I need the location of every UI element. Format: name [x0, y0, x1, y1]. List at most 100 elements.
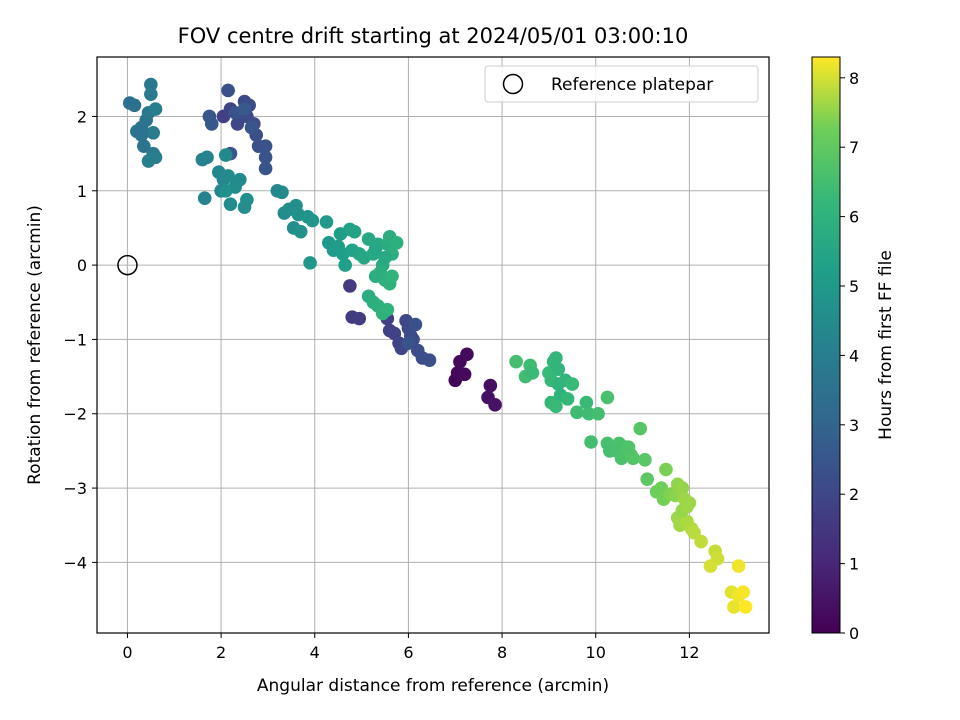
- data-point: [303, 256, 317, 270]
- y-tick-label: 0: [77, 256, 87, 275]
- data-point: [347, 224, 362, 239]
- y-tick-label: −4: [63, 553, 87, 572]
- data-point: [275, 185, 289, 200]
- data-point: [127, 98, 142, 113]
- data-point: [659, 462, 673, 477]
- data-point: [237, 102, 252, 116]
- data-point: [221, 169, 235, 183]
- y-axis-ticks: 2 1 0 −1 −2 −3 −4: [63, 107, 97, 572]
- data-point: [509, 354, 523, 369]
- legend-box: [484, 65, 759, 103]
- x-tick-label: 12: [679, 643, 699, 662]
- data-point: [146, 126, 160, 140]
- x-tick-label: 8: [497, 643, 507, 662]
- colorbar-tick-label: 4: [849, 346, 859, 365]
- data-point: [401, 336, 416, 350]
- data-point: [488, 398, 502, 412]
- data-point: [549, 399, 563, 414]
- data-point: [736, 585, 751, 599]
- data-point: [148, 102, 163, 116]
- y-tick-label: 2: [77, 107, 87, 126]
- plot-area: 0 2 4 6 8 10 12 210−1−2−3−4 Reference platepar: [63, 56, 770, 662]
- data-point: [738, 600, 753, 614]
- colorbar: 0 1 2 3 4 5 6 7 8 Hours from first FF file: [811, 56, 896, 643]
- data-point: [408, 317, 423, 332]
- y-tick-label: −2: [63, 405, 87, 424]
- colorbar-tick-label: 6: [849, 208, 859, 227]
- data-point: [570, 405, 584, 420]
- data-point: [137, 139, 151, 153]
- plot-frame: [96, 56, 770, 634]
- data-point: [343, 279, 357, 293]
- colorbar-gradient: [812, 57, 840, 633]
- data-point: [560, 392, 575, 406]
- data-point: [638, 453, 652, 467]
- data-point: [134, 128, 149, 142]
- data-points: [122, 77, 753, 614]
- data-point: [380, 302, 395, 317]
- legend: Reference platepar: [484, 65, 759, 103]
- y-tick-label: −3: [63, 479, 87, 498]
- data-point: [338, 258, 352, 272]
- data-point: [218, 183, 233, 198]
- chart-title: FOV centre drift starting at 2024/05/01 …: [178, 24, 689, 48]
- data-point: [368, 241, 383, 256]
- data-point: [305, 213, 320, 228]
- colorbar-tick-label: 8: [849, 69, 859, 88]
- data-point: [258, 161, 273, 176]
- data-point: [144, 87, 158, 101]
- data-point: [240, 192, 254, 207]
- data-point: [457, 367, 472, 382]
- data-point: [600, 390, 615, 405]
- data-point: [483, 378, 498, 393]
- data-point: [385, 269, 399, 284]
- data-point: [703, 559, 718, 573]
- data-point: [675, 481, 690, 495]
- data-point: [352, 311, 367, 326]
- data-point: [626, 451, 640, 466]
- colorbar-tick-label: 5: [849, 277, 859, 296]
- x-tick-label: 6: [403, 643, 413, 662]
- colorbar-label: Hours from first FF file: [876, 250, 896, 440]
- colorbar-tick-label: 2: [849, 485, 859, 504]
- data-point: [230, 117, 245, 131]
- reference-marker: [117, 254, 138, 276]
- x-axis-ticks: 0 2 4 6 8 10 12: [122, 633, 700, 662]
- data-point: [680, 499, 694, 514]
- data-point: [244, 120, 259, 135]
- data-point: [551, 362, 566, 376]
- data-point: [422, 353, 437, 368]
- data-point: [640, 472, 655, 486]
- data-point: [197, 191, 212, 206]
- x-axis-label: Angular distance from reference (arcmin): [257, 676, 609, 696]
- data-point: [218, 148, 233, 162]
- colorbar-ticks: 0 1 2 3 4 5 6 7 8: [840, 69, 859, 643]
- x-tick-label: 2: [216, 643, 226, 662]
- x-tick-label: 4: [310, 643, 320, 662]
- data-point: [293, 224, 308, 239]
- y-tick-label: 1: [77, 182, 87, 201]
- data-point: [579, 395, 594, 410]
- data-point: [389, 236, 404, 250]
- data-point: [581, 406, 596, 421]
- y-axis-label: Rotation from reference (arcmin): [25, 205, 45, 485]
- data-point: [584, 435, 598, 449]
- data-point: [144, 77, 158, 92]
- data-point: [525, 366, 540, 380]
- data-point: [549, 351, 563, 365]
- data-point: [378, 250, 392, 265]
- data-point: [694, 534, 708, 549]
- colorbar-tick-label: 7: [849, 138, 859, 157]
- legend-marker-icon: [502, 73, 524, 95]
- plot-background: [97, 57, 769, 633]
- colorbar-frame: [811, 56, 841, 634]
- x-tick-label: 0: [122, 643, 132, 662]
- data-point: [223, 197, 238, 211]
- data-point: [141, 154, 156, 168]
- data-point: [204, 117, 219, 131]
- colorbar-tick-label: 3: [849, 416, 859, 435]
- data-point: [731, 559, 746, 573]
- data-point: [727, 600, 741, 614]
- data-point: [233, 172, 247, 187]
